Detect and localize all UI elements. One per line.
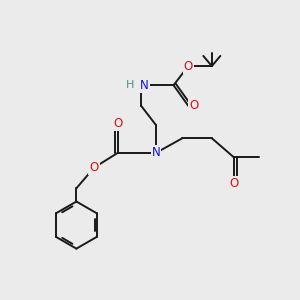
Text: O: O [189, 99, 198, 112]
Text: O: O [113, 117, 122, 130]
Text: N: N [152, 146, 160, 159]
Text: O: O [184, 60, 193, 73]
Text: N: N [140, 79, 149, 92]
Text: O: O [89, 161, 99, 174]
Text: H: H [126, 80, 134, 90]
Text: O: O [229, 177, 239, 190]
